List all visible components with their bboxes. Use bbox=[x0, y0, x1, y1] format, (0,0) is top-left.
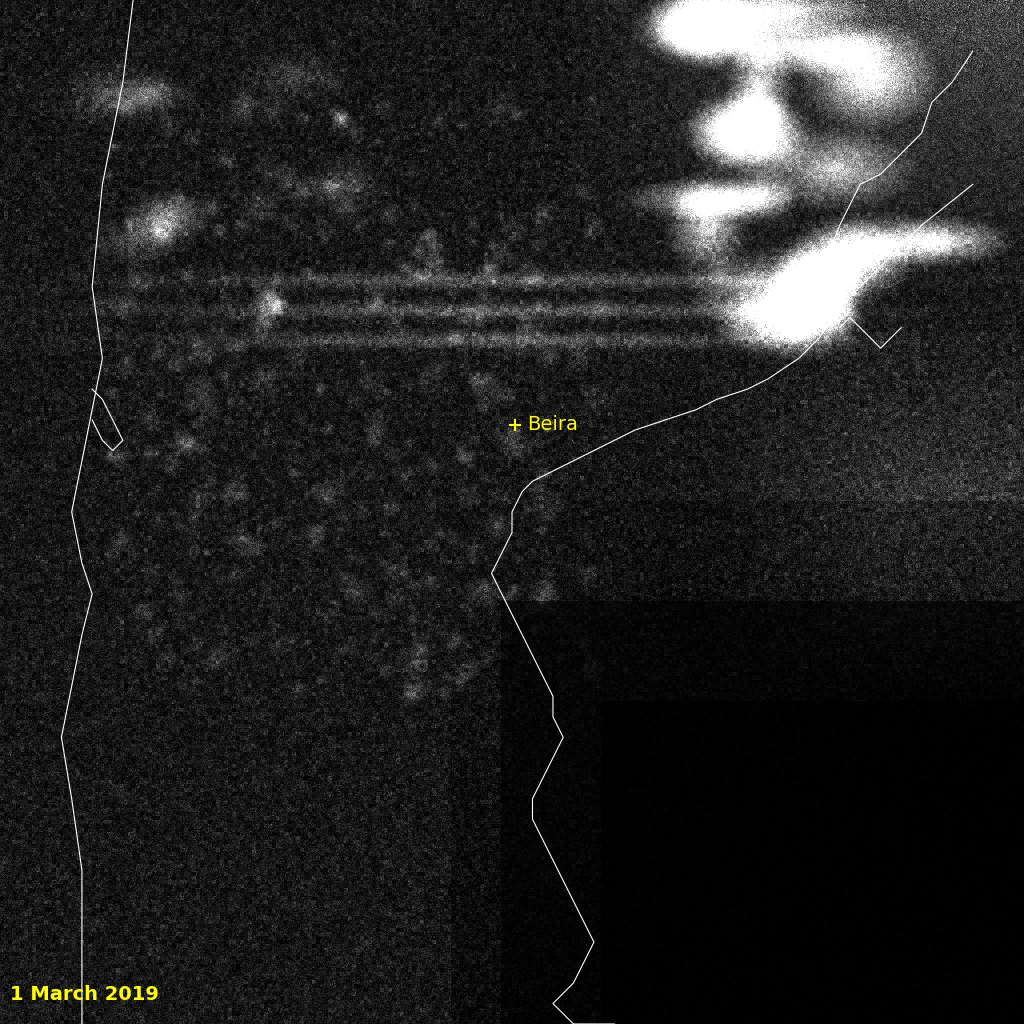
Text: Beira: Beira bbox=[527, 416, 579, 434]
Text: 1 March 2019: 1 March 2019 bbox=[10, 984, 159, 1004]
